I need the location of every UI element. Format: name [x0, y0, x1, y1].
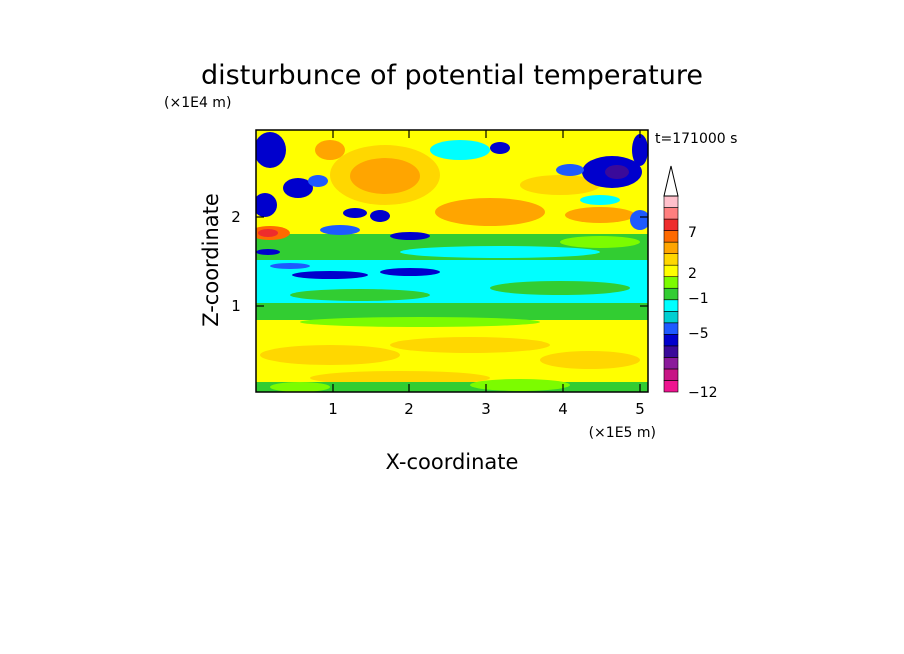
time-label: t=171000 s [655, 131, 737, 147]
colorbar-segment [663, 253, 679, 266]
colorbar-label: −5 [688, 326, 709, 342]
colorbar-segment [663, 380, 679, 393]
x-tick-label: 2 [404, 400, 414, 418]
colorbar-segment [663, 241, 679, 254]
x-tick-label: 4 [558, 400, 568, 418]
chart-title: disturbunce of potential temperature [201, 60, 703, 91]
y-tick-label: 1 [231, 297, 241, 315]
x-unit-label: (×1E5 m) [589, 425, 656, 441]
plot-frame [255, 129, 649, 393]
colorbar-segment [663, 230, 679, 243]
colorbar-segment [663, 287, 679, 301]
colorbar-label: −12 [688, 385, 718, 401]
colorbar-segment [663, 299, 679, 312]
colorbar-segment [663, 218, 679, 231]
x-axis-label: X-coordinate [386, 450, 519, 474]
y-tick-label: 2 [231, 208, 241, 226]
colorbar-label: 2 [688, 266, 697, 282]
colorbar-segment [663, 345, 679, 358]
y-axis-label: Z-coordinate [199, 193, 223, 327]
colorbar-segment [663, 322, 679, 335]
x-tick-label: 5 [635, 400, 645, 418]
colorbar-segment [663, 207, 679, 220]
colorbar-segment [663, 276, 679, 289]
colorbar-segment [663, 357, 679, 370]
colorbar-segment [663, 368, 679, 381]
x-tick-label: 1 [328, 400, 338, 418]
x-tick-label: 3 [481, 400, 491, 418]
colorbar-label: −1 [688, 291, 709, 307]
colorbar-segment [663, 195, 679, 208]
heatmap-field [256, 130, 648, 392]
colorbar-label: 7 [688, 225, 697, 241]
y-unit-label: (×1E4 m) [164, 95, 231, 111]
colorbar-segment [663, 334, 679, 347]
x-ticks [256, 130, 648, 392]
colorbar-segment [663, 264, 679, 278]
colorbar [663, 165, 679, 393]
colorbar-segment [663, 310, 679, 324]
colorbar-extend-arrow [663, 165, 679, 197]
